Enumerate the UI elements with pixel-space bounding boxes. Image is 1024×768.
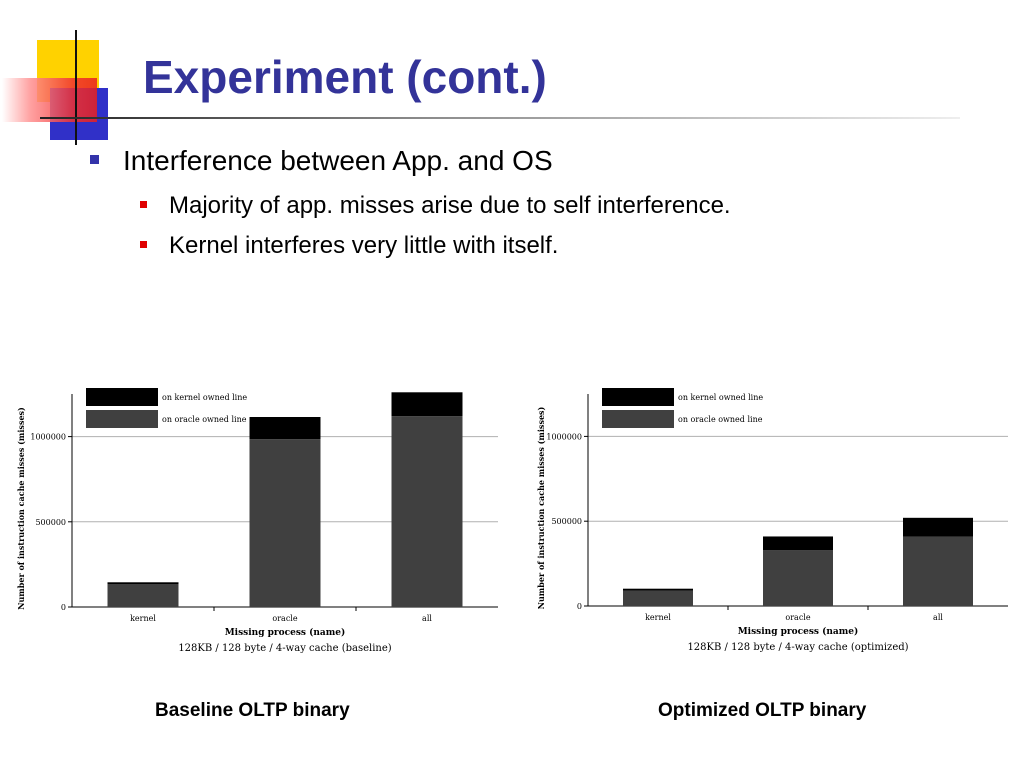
x-tick-label: kernel (645, 613, 671, 622)
bar-kernel-owned-all (391, 392, 463, 417)
y-tick-label: 0 (61, 603, 66, 612)
legend-swatch (86, 388, 158, 406)
y-tick-label: 0 (577, 602, 582, 611)
chart-title: 128KB / 128 byte / 4-way cache (baseline… (178, 643, 391, 654)
caption-optimized: Optimized OLTP binary (658, 700, 867, 721)
chart-title: 128KB / 128 byte / 4-way cache (optimize… (687, 642, 908, 653)
logo-vertical-line (75, 30, 77, 145)
logo-red-bar (2, 78, 97, 122)
legend-swatch (602, 388, 674, 406)
bullet-main-text: Interference between App. and OS (123, 145, 553, 176)
bar-kernel-owned-kernel (107, 582, 179, 584)
sub-bullet: Majority of app. misses arise due to sel… (140, 192, 731, 220)
bar-oracle-owned-kernel (107, 583, 179, 607)
bullet-square-icon (140, 241, 147, 249)
y-tick-label: 500000 (35, 518, 66, 527)
bullet-main: Interference between App. and OS (90, 145, 553, 177)
y-tick-label: 1000000 (546, 432, 582, 441)
legend-label: on oracle owned line (162, 415, 247, 424)
baseline-chart: 0 500000 1000000 kernel oracle all on kernel o… (16, 388, 498, 654)
slide-title: Experiment (cont.) (143, 51, 547, 103)
title-rule (40, 117, 960, 119)
bar-kernel-owned-all (903, 517, 973, 537)
y-tick-label: 1000000 (30, 433, 66, 442)
x-tick-label: oracle (785, 613, 810, 622)
bar-kernel-owned-oracle (763, 536, 833, 551)
bullet-square-icon (140, 201, 147, 209)
x-tick-label: all (933, 613, 943, 622)
bar-kernel-owned-kernel (623, 588, 693, 591)
y-tick-label: 500000 (551, 517, 582, 526)
bar-oracle-owned-all (903, 536, 973, 606)
sub-bullet: Kernel interferes very little with itsel… (140, 232, 558, 260)
legend-label: on oracle owned line (678, 415, 763, 424)
optimized-chart: 0 500000 1000000 kernel oracle all on kernel o… (536, 388, 1008, 653)
x-tick-label: all (422, 614, 432, 623)
x-tick-label: kernel (130, 614, 156, 623)
y-axis-label: Number of instruction cache misses (miss… (536, 406, 546, 609)
legend-label: on kernel owned line (162, 393, 247, 402)
legend-swatch (86, 410, 158, 428)
sub-bullet-text: Majority of app. misses arise due to sel… (169, 192, 731, 219)
decorative-logo (0, 0, 140, 150)
x-axis-label: Missing process (name) (738, 626, 859, 637)
bar-kernel-owned-oracle (249, 417, 321, 440)
bar-oracle-owned-all (391, 416, 463, 607)
x-tick-label: oracle (272, 614, 297, 623)
legend-label: on kernel owned line (678, 393, 763, 402)
x-axis-label: Missing process (name) (225, 627, 346, 638)
legend-swatch (602, 410, 674, 428)
sub-bullet-text: Kernel interferes very little with itsel… (169, 232, 559, 259)
bar-oracle-owned-oracle (763, 550, 833, 606)
bar-oracle-owned-oracle (249, 439, 321, 607)
bar-oracle-owned-kernel (623, 590, 693, 606)
bullet-square-icon (90, 155, 99, 165)
caption-baseline: Baseline OLTP binary (155, 700, 350, 721)
y-axis-label: Number of instruction cache misses (miss… (16, 407, 26, 610)
